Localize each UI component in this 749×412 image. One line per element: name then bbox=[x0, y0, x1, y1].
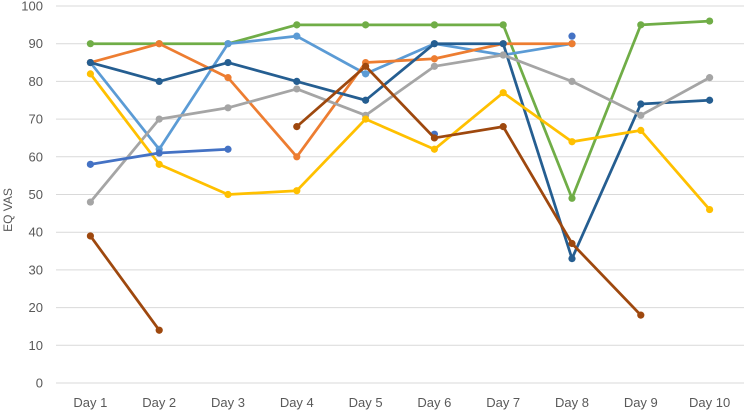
series-line bbox=[89, 19, 711, 200]
data-point bbox=[224, 190, 232, 199]
x-tick-label: Day 5 bbox=[349, 395, 383, 410]
data-point bbox=[499, 21, 507, 29]
series-line bbox=[89, 34, 574, 151]
y-tick-label: 50 bbox=[29, 187, 43, 202]
data-point bbox=[706, 74, 714, 82]
y-tick-label: 70 bbox=[29, 112, 43, 127]
x-tick-label: Day 1 bbox=[73, 395, 107, 410]
y-tick-label: 60 bbox=[29, 149, 43, 164]
y-tick-label: 30 bbox=[29, 262, 43, 277]
data-point bbox=[430, 21, 438, 29]
series-line bbox=[89, 42, 574, 159]
data-point bbox=[706, 96, 714, 104]
x-axis-ticks: Day 1 Day 2 Day 3 Day 4 Day 5 Day 6 Day 7 Day 8… bbox=[73, 395, 730, 410]
data-point bbox=[293, 153, 301, 161]
series-lines bbox=[86, 17, 714, 334]
gridlines bbox=[56, 5, 744, 384]
data-point bbox=[293, 187, 301, 195]
data-point bbox=[362, 115, 370, 123]
y-tick-label: 0 bbox=[36, 376, 43, 391]
data-point bbox=[568, 32, 576, 40]
y-tick-label: 10 bbox=[29, 338, 43, 353]
series-line bbox=[89, 234, 161, 332]
x-tick-label: Day 10 bbox=[689, 395, 730, 410]
data-point bbox=[499, 51, 507, 59]
data-point bbox=[293, 85, 301, 93]
data-point bbox=[637, 100, 645, 108]
data-point bbox=[86, 198, 94, 206]
data-point bbox=[293, 32, 301, 40]
x-tick-label: Day 3 bbox=[211, 395, 245, 410]
data-point bbox=[568, 40, 576, 48]
data-point bbox=[637, 126, 645, 135]
series-7 bbox=[86, 32, 576, 168]
data-point bbox=[499, 40, 507, 48]
data-point bbox=[430, 62, 438, 70]
data-point bbox=[86, 70, 94, 78]
data-point bbox=[224, 104, 232, 112]
data-point bbox=[362, 62, 370, 70]
data-point bbox=[224, 40, 232, 48]
x-tick-label: Day 6 bbox=[417, 395, 451, 410]
data-point bbox=[155, 77, 163, 85]
data-point bbox=[155, 40, 163, 48]
series-line bbox=[89, 72, 711, 211]
x-tick-label: Day 2 bbox=[142, 395, 176, 410]
y-tick-label: 40 bbox=[29, 225, 43, 240]
series-line bbox=[89, 42, 711, 260]
data-point bbox=[155, 160, 163, 168]
data-point bbox=[362, 70, 370, 78]
data-point bbox=[86, 40, 94, 48]
data-point bbox=[224, 74, 232, 82]
data-point bbox=[362, 96, 370, 104]
data-point bbox=[86, 232, 94, 240]
data-point bbox=[568, 239, 576, 248]
series-4 bbox=[86, 40, 714, 263]
y-tick-label: 20 bbox=[29, 300, 43, 315]
series-line bbox=[89, 53, 711, 204]
data-point bbox=[430, 40, 438, 48]
data-point bbox=[224, 58, 232, 67]
x-tick-label: Day 8 bbox=[555, 395, 589, 410]
data-point bbox=[568, 138, 576, 146]
x-tick-label: Day 4 bbox=[280, 395, 314, 410]
y-axis-label: EQ VAS bbox=[1, 188, 15, 232]
y-tick-label: 90 bbox=[29, 36, 43, 51]
y-tick-label: 80 bbox=[29, 74, 43, 89]
series-8 bbox=[86, 62, 645, 334]
data-point bbox=[86, 160, 94, 168]
data-point bbox=[706, 17, 714, 25]
data-point bbox=[568, 77, 576, 85]
x-tick-label: Day 7 bbox=[486, 395, 520, 410]
data-point bbox=[499, 89, 507, 97]
data-point bbox=[637, 111, 645, 119]
data-point bbox=[637, 21, 645, 29]
data-point bbox=[499, 123, 507, 131]
data-point bbox=[430, 145, 438, 153]
data-point bbox=[362, 21, 370, 29]
data-point bbox=[430, 134, 438, 142]
data-point bbox=[155, 149, 163, 157]
series-6 bbox=[86, 70, 714, 214]
data-point bbox=[430, 55, 438, 63]
data-point bbox=[637, 311, 645, 319]
data-point bbox=[155, 115, 163, 123]
series-line bbox=[295, 64, 643, 317]
y-tick-label: 100 bbox=[21, 0, 43, 14]
data-point bbox=[86, 58, 94, 67]
data-point bbox=[568, 254, 576, 263]
data-point bbox=[224, 145, 232, 153]
data-point bbox=[568, 194, 576, 202]
x-tick-label: Day 9 bbox=[624, 395, 658, 410]
y-axis-ticks: 0 10 20 30 40 50 60 70 80 90 100 bbox=[21, 0, 43, 391]
data-point bbox=[293, 77, 301, 85]
data-point bbox=[706, 205, 714, 214]
data-point bbox=[293, 123, 301, 131]
data-point bbox=[155, 326, 163, 334]
data-point bbox=[293, 21, 301, 29]
